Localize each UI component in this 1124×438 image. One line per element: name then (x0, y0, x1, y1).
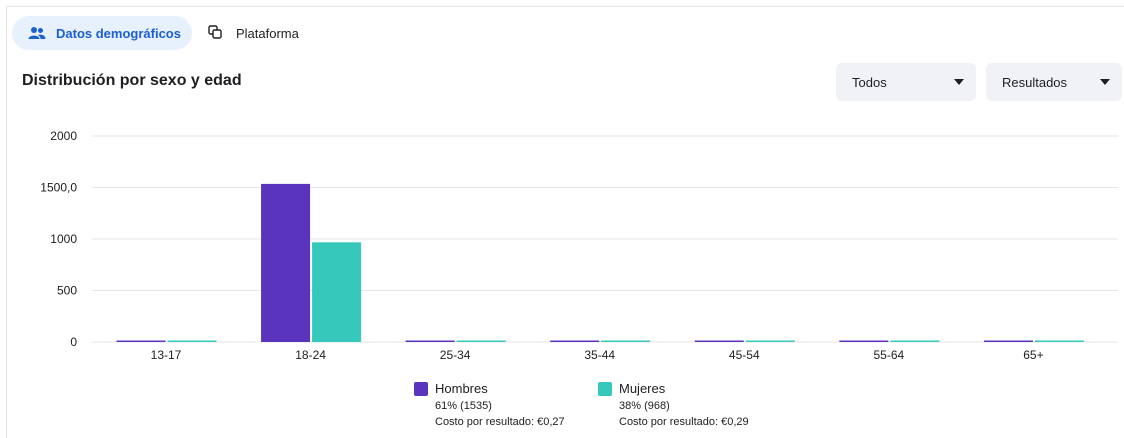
bar-mujeres-55-64 (890, 340, 940, 342)
caret-down-icon (1100, 79, 1110, 85)
bar-mujeres-45-54 (745, 340, 795, 342)
tab-label: Datos demográficos (56, 25, 181, 41)
dropdown-value: Resultados (1002, 74, 1068, 90)
bar-hombres-18-24 (261, 183, 311, 342)
y-tick-label: 1000 (50, 232, 77, 246)
people-icon (28, 26, 46, 40)
legend-share: 38% (968) (619, 400, 670, 412)
legend-share: 61% (1535) (435, 400, 492, 412)
bar-mujeres-18-24 (312, 242, 362, 342)
bar-hombres-13-17 (116, 340, 166, 342)
y-tick-label: 0 (70, 335, 77, 349)
y-tick-label: 2000 (50, 129, 77, 143)
legend-cost: Costo por resultado: €0,27 (435, 416, 565, 428)
bar-mujeres-35-44 (601, 340, 651, 342)
legend-cost: Costo por resultado: €0,29 (619, 416, 749, 428)
x-tick-label: 18-24 (295, 348, 326, 362)
bar-hombres-25-34 (405, 340, 455, 342)
bar-hombres-45-54 (694, 340, 744, 342)
bar-hombres-35-44 (550, 340, 600, 342)
dropdown-value: Todos (852, 74, 887, 90)
y-tick-label: 500 (57, 284, 77, 298)
section-title: Distribución por sexo y edad (22, 72, 242, 89)
bar-mujeres-65+ (1034, 340, 1084, 342)
bar-hombres-55-64 (839, 340, 889, 342)
legend-swatch (598, 382, 612, 396)
legend-name: Mujeres (619, 381, 666, 396)
caret-down-icon (954, 79, 964, 85)
legend-swatch (414, 382, 428, 396)
x-tick-label: 13-17 (151, 348, 182, 362)
legend-name: Hombres (435, 381, 488, 396)
tab-datos-demograficos[interactable]: Datos demográficos (12, 16, 192, 50)
platform-icon (208, 24, 222, 42)
x-tick-label: 25-34 (440, 348, 471, 362)
chart-panel (6, 6, 1124, 438)
x-tick-label: 45-54 (729, 348, 760, 362)
bar-mujeres-25-34 (456, 340, 506, 342)
x-tick-label: 65+ (1023, 348, 1043, 362)
x-tick-label: 35-44 (584, 348, 615, 362)
tab-label: Plataforma (236, 25, 299, 41)
x-tick-label: 55-64 (874, 348, 905, 362)
y-tick-label: 1500,0 (40, 181, 77, 195)
metric-dropdown[interactable]: Resultados (986, 63, 1122, 101)
audience-dropdown[interactable]: Todos (836, 63, 976, 101)
tab-plataforma[interactable]: Plataforma (200, 16, 320, 50)
bar-mujeres-13-17 (167, 340, 217, 342)
bar-hombres-65+ (983, 340, 1033, 342)
